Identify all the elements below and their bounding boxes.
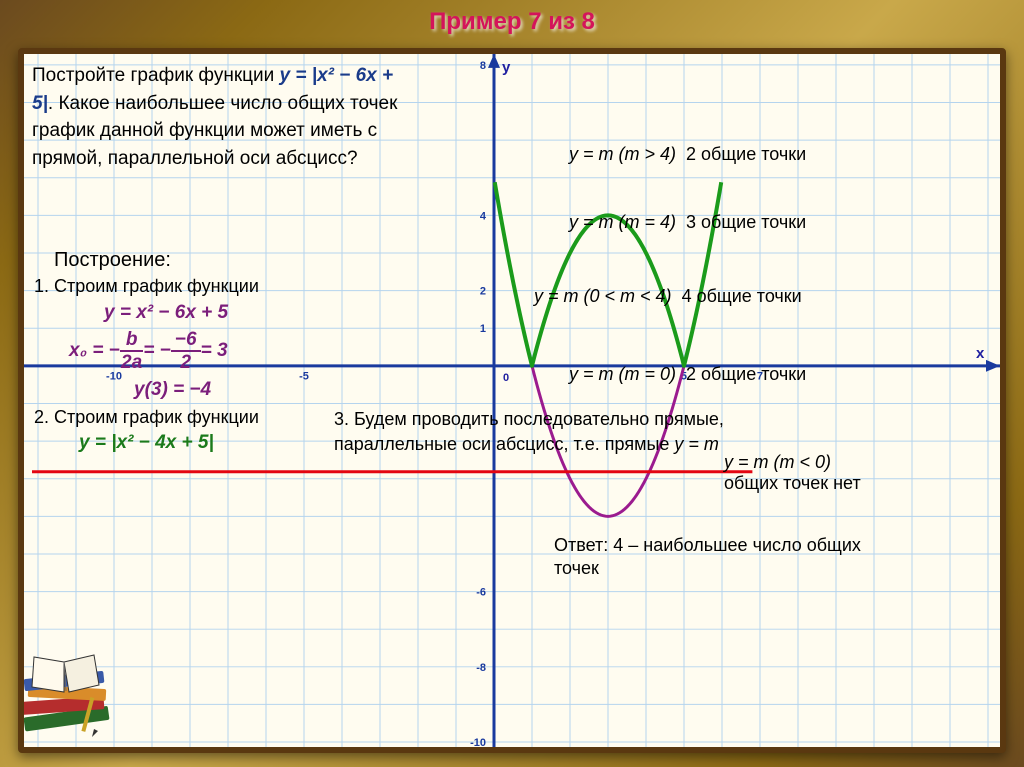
x-axis-label: x [976, 345, 984, 362]
whiteboard: -10-557-10-8-61248 Постройте график функ… [18, 48, 1006, 753]
step1-func: y = x² − 6x + 5 [104, 302, 228, 324]
case5-eq: y = m (m < 0) [724, 452, 831, 472]
case3-txt: 4 общие точки [682, 286, 802, 306]
problem-text-1: Постройте график функции [32, 65, 280, 86]
step1-label: 1. Строим график функции [34, 276, 259, 297]
case1: y = m (m > 4) 2 общие точки [569, 144, 806, 165]
case2-txt: 3 общие точки [686, 212, 806, 232]
problem-statement: Постройте график функции y = |x² − 6x + … [32, 62, 412, 172]
vertex-calc: x₀ = −b2a = −−62 = 3 [69, 329, 228, 375]
y-axis-label: y [502, 59, 510, 76]
problem-text-2: . Какое наибольшее число общих точек гра… [32, 93, 397, 169]
case1-txt: 2 общие точки [686, 144, 806, 164]
case4-eq: y = m (m = 0) [569, 364, 676, 384]
case2: y = m (m = 4) 3 общие точки [569, 212, 806, 233]
step2-label: 2. Строим график функции [34, 407, 259, 428]
step2-func: y = |x² − 4x + 5| [79, 432, 214, 454]
vertex-y: y(3) = −4 [134, 379, 211, 401]
page-title: Пример 7 из 8 [429, 8, 595, 35]
case1-eq: y = m (m > 4) [569, 144, 676, 164]
origin-label: 0 [503, 372, 509, 384]
books-icon [18, 637, 134, 753]
case3-eq: y = m (0 < m < 4) [534, 286, 672, 306]
case4-txt: 2 общие точки [686, 364, 806, 384]
step3-eq: y = m [674, 434, 719, 454]
step3-text: 3. Будем проводить последовательно прямы… [334, 407, 724, 457]
case3: y = m (0 < m < 4) 4 общие точки [534, 286, 802, 307]
text-layer: Постройте график функции y = |x² − 6x + … [24, 54, 1000, 747]
answer: Ответ: 4 – наибольшее число общих точек [554, 534, 864, 581]
case5: y = m (m < 0)общих точек нет [724, 452, 861, 494]
construction-heading: Построение: [54, 249, 171, 272]
step3-part1: 3. Будем проводить последовательно прямы… [334, 409, 724, 454]
case4: y = m (m = 0) 2 общие точки [569, 364, 806, 385]
case2-eq: y = m (m = 4) [569, 212, 676, 232]
case5-txt: общих точек нет [724, 473, 861, 493]
